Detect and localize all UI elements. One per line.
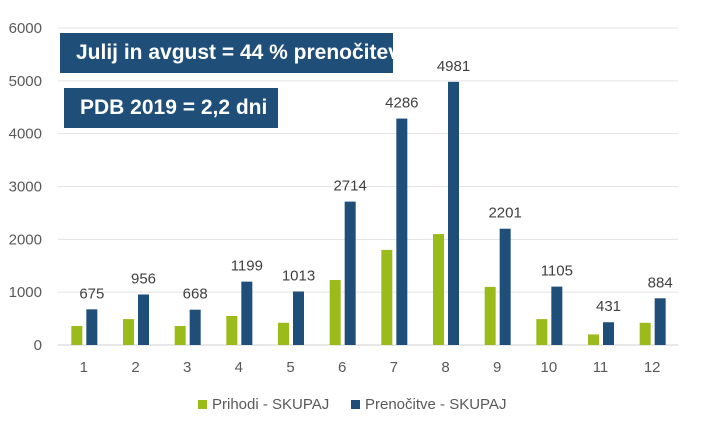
legend-label-prenocitve: Prenočitve - SKUPAJ <box>365 396 506 413</box>
legend-label-prihodi: Prihodi - SKUPAJ <box>212 396 329 413</box>
bar-prihodi <box>174 325 186 345</box>
bar-prenocitve <box>396 118 408 345</box>
data-labels: 675 956 668 1199 1013 2714 4286 4981 2201 1105 431… <box>79 58 672 315</box>
bar-prihodi <box>381 249 393 345</box>
bar-prihodi <box>329 280 341 345</box>
y-tick-label: 3000 <box>9 179 42 196</box>
x-tick-label: 8 <box>441 359 449 376</box>
data-label: 956 <box>131 270 156 287</box>
legend: Prihodi - SKUPAJ Prenočitve - SKUPAJ <box>198 396 506 413</box>
x-tick-label: 10 <box>540 359 557 376</box>
bar-prenocitve <box>189 309 201 345</box>
bars <box>71 81 666 346</box>
bar-prenocitve <box>344 201 356 345</box>
data-label: 4286 <box>385 95 418 112</box>
x-tick-label: 3 <box>183 359 191 376</box>
bar-prenocitve <box>448 81 459 346</box>
x-tick-label: 11 <box>593 359 609 376</box>
bar-prenocitve <box>86 309 98 345</box>
data-label: 2714 <box>333 178 366 195</box>
bar-prenocitve <box>654 298 666 345</box>
y-tick-label: 4000 <box>9 126 42 143</box>
data-label: 1199 <box>231 258 263 275</box>
y-tick-label: 5000 <box>9 73 42 90</box>
bar-prihodi <box>639 322 651 345</box>
data-label: 431 <box>596 298 621 315</box>
bar-prihodi <box>278 322 289 345</box>
annotation-july-august: Julij in avgust = 44 % prenočitev <box>60 33 400 73</box>
x-tick-label: 4 <box>235 359 243 376</box>
bar-prihodi <box>226 315 238 345</box>
x-axis-ticks: 1 2 3 4 5 6 7 8 9 10 11 12 <box>80 359 661 376</box>
bar-prihodi <box>484 286 496 345</box>
y-tick-label: 1000 <box>9 284 42 301</box>
y-tick-label: 0 <box>34 337 42 354</box>
x-tick-label: 7 <box>390 359 398 376</box>
legend-swatch-prihodi <box>198 400 207 409</box>
x-tick-label: 1 <box>80 359 88 376</box>
y-axis-ticks: 0 1000 2000 3000 4000 5000 6000 <box>9 20 42 354</box>
data-label: 668 <box>183 286 208 303</box>
bar-prenocitve <box>551 286 563 345</box>
x-tick-label: 5 <box>286 359 294 376</box>
bar-prihodi <box>536 319 548 345</box>
bar-prenocitve <box>138 294 149 345</box>
x-tick-label: 9 <box>493 359 501 376</box>
data-label: 1105 <box>541 263 573 280</box>
x-tick-label: 6 <box>338 359 346 376</box>
data-label: 1013 <box>282 267 315 284</box>
legend-swatch-prenocitve <box>351 400 360 409</box>
data-label: 675 <box>79 285 104 302</box>
data-label: 884 <box>648 274 673 291</box>
y-tick-label: 6000 <box>9 20 42 37</box>
bar-prihodi <box>71 325 83 345</box>
bar-prihodi <box>433 234 444 345</box>
bar-prihodi <box>123 319 134 345</box>
bar-prenocitve <box>603 322 614 345</box>
bar-prenocitve <box>293 291 304 345</box>
annotation-pdb-2019: PDB 2019 = 2,2 dni <box>64 88 278 128</box>
data-label: 2201 <box>488 205 521 222</box>
x-tick-label: 12 <box>644 359 661 376</box>
bar-prihodi <box>588 334 599 345</box>
x-tick-label: 2 <box>131 359 139 376</box>
data-label: 4981 <box>437 58 470 75</box>
bar-prenocitve <box>499 228 511 345</box>
y-tick-label: 2000 <box>9 231 42 248</box>
gridlines <box>58 27 678 346</box>
bar-prenocitve <box>241 281 253 345</box>
